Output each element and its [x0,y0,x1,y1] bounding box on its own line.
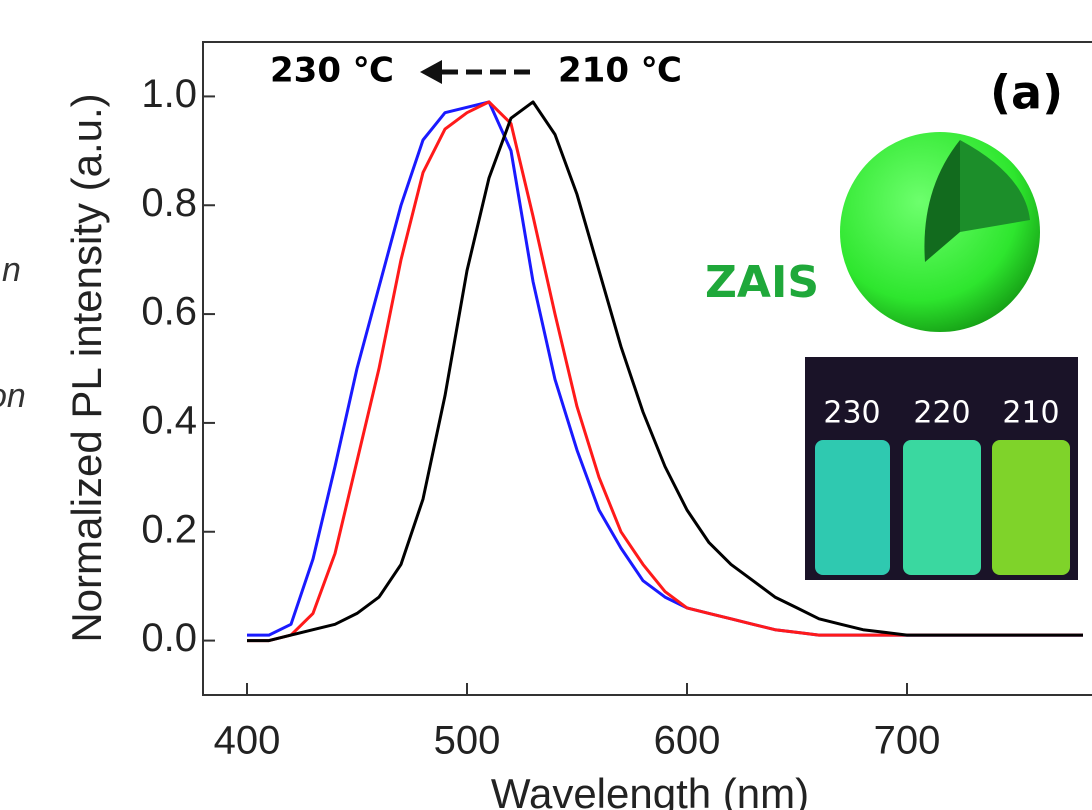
y-tick-label: 0.4 [141,398,197,442]
panel-label: (a) [990,66,1063,120]
y-tick-label: 1.0 [141,72,197,116]
y-tick-label: 0.8 [141,181,197,225]
vial [815,440,890,575]
series-line [247,100,1083,643]
side-text: n [2,251,21,289]
sphere-cut [924,140,960,262]
x-tick-label: 400 [214,719,281,763]
y-tick-label: 0.0 [141,616,197,660]
vial-label: 210 [1002,396,1059,431]
x-tick-label: 500 [434,719,501,763]
vial [992,440,1070,575]
vial [903,440,981,575]
y-tick-label: 0.6 [141,290,197,334]
vial-label: 230 [823,396,880,431]
x-tick-label: 700 [874,719,941,763]
plot-frame [202,41,1092,696]
x-axis-label: Wavelength (nm) [491,770,809,810]
x-tick-label: 600 [654,719,721,763]
y-tick-label: 0.2 [141,507,197,551]
arrowhead [420,60,442,84]
material-label: ZAIS [705,257,819,308]
y-axis-label: Normalized PL intensity (a.u.) [63,93,110,642]
annotation: 230 ℃ [270,51,394,91]
sphere-cut [960,140,1030,232]
side-text: on [0,377,26,415]
vial-label: 220 [913,396,970,431]
annotation: 210 ℃ [558,51,682,91]
